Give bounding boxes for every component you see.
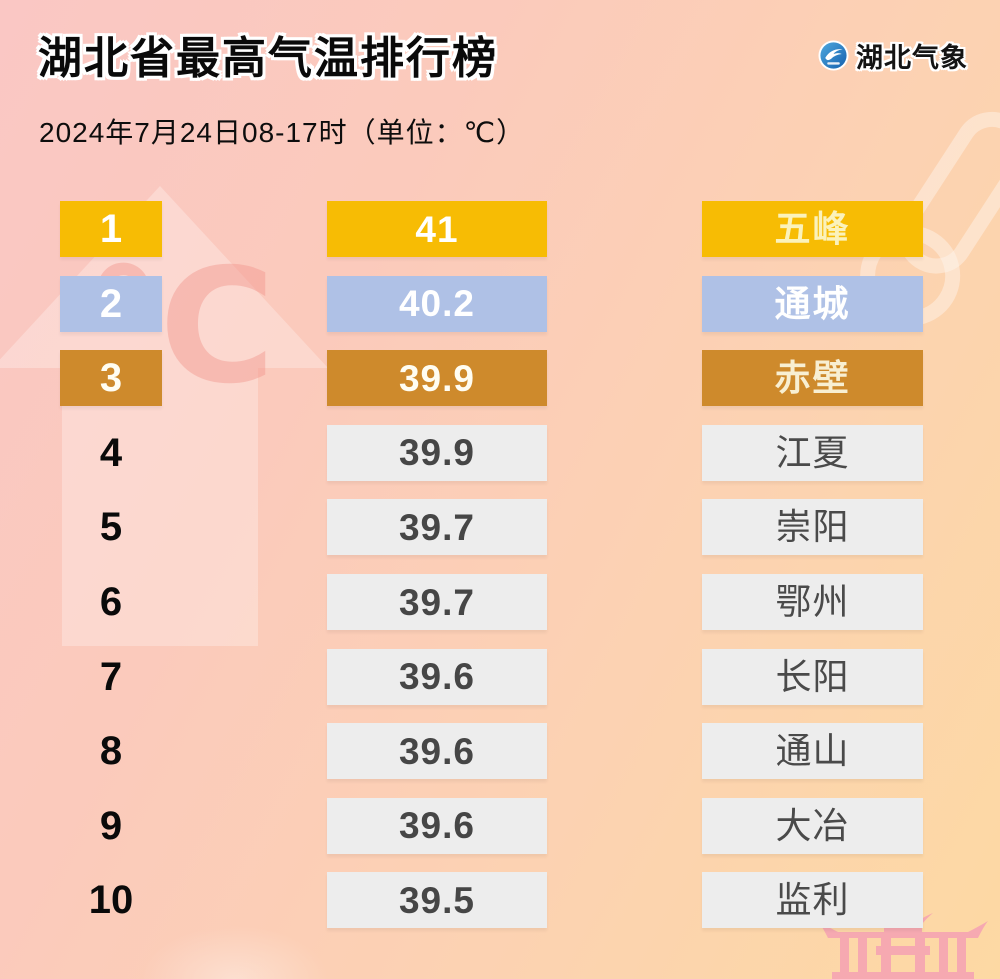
light-blob-decoration <box>140 925 330 979</box>
city-cell: 江夏 <box>702 424 923 481</box>
city-cell: 赤壁 <box>702 350 923 407</box>
city-cell: 长阳 <box>702 648 923 705</box>
rank-cell: 5 <box>99 505 123 550</box>
city-cell: 五峰 <box>702 201 923 257</box>
temperature-cell: 39.7 <box>327 499 547 556</box>
rank-cell: 1 <box>60 201 162 257</box>
table-row: 5 39.7 崇阳 <box>0 499 1000 556</box>
temperature-cell: 39.5 <box>327 872 547 929</box>
subtitle: 2024年7月24日08-17时（单位：℃） <box>39 117 526 148</box>
temperature-cell: 39.9 <box>327 424 547 481</box>
table-row: 3 39.9 赤壁 <box>0 350 1000 407</box>
temperature-cell: 39.6 <box>327 723 547 780</box>
table-row: 8 39.6 通山 <box>0 723 1000 780</box>
table-row: 9 39.6 大冶 <box>0 797 1000 854</box>
city-cell: 通山 <box>702 723 923 780</box>
table-row: 10 39.5 监利 <box>0 872 1000 929</box>
table-row: 1 41 五峰 <box>0 201 1000 257</box>
brand-logo-label: 湖北气象 <box>856 43 968 73</box>
table-row: 2 40.2 通城 <box>0 275 1000 332</box>
table-row: 7 39.6 长阳 <box>0 648 1000 705</box>
temperature-cell: 39.6 <box>327 797 547 854</box>
temperature-cell: 39.7 <box>327 574 547 630</box>
rank-cell: 9 <box>99 803 123 848</box>
city-cell: 崇阳 <box>702 499 923 556</box>
temperature-cell: 39.6 <box>327 648 547 705</box>
table-row: 4 39.9 江夏 <box>0 424 1000 481</box>
table-row: 6 39.7 鄂州 <box>0 574 1000 630</box>
rank-cell: 3 <box>60 350 162 407</box>
rank-cell: 7 <box>99 654 123 699</box>
hubei-weather-logo-icon <box>818 40 849 71</box>
city-cell: 大冶 <box>702 797 923 854</box>
rank-cell: 2 <box>60 275 162 332</box>
brand-logo: 湖北气象 <box>818 36 968 75</box>
temperature-cell: 39.9 <box>327 350 547 407</box>
temperature-cell: 40.2 <box>327 275 547 332</box>
temperature-cell: 41 <box>327 201 547 257</box>
city-cell: 鄂州 <box>702 574 923 630</box>
rank-cell: 4 <box>99 430 123 475</box>
city-cell: 监利 <box>702 872 923 929</box>
rank-cell: 6 <box>99 580 123 624</box>
page-title: 湖北省最高气温排行榜 <box>38 34 498 83</box>
city-cell: 通城 <box>702 275 923 332</box>
rank-cell: 8 <box>99 729 123 774</box>
rank-cell: 10 <box>88 878 134 923</box>
